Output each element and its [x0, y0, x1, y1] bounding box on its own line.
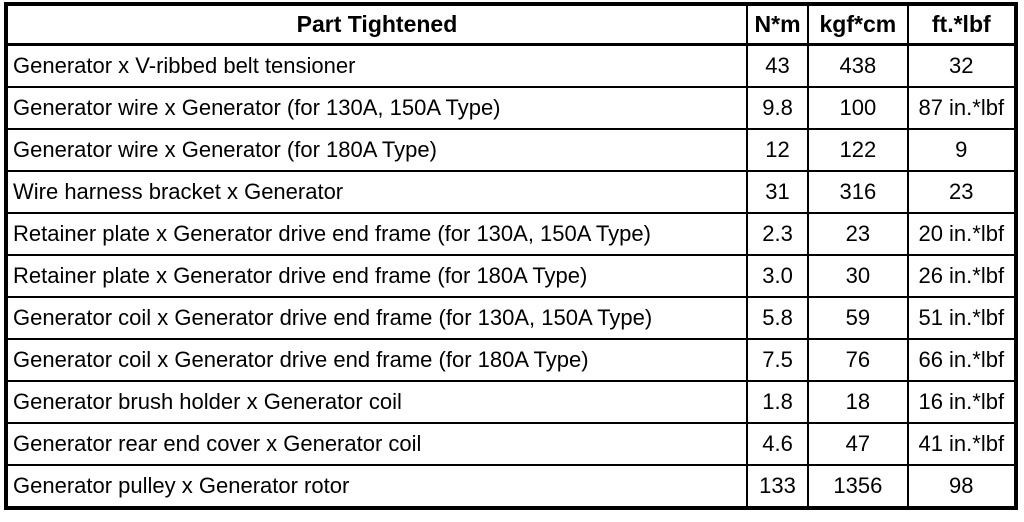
cell-ftlbf: 20 in.*lbf [906, 212, 1018, 256]
torque-spec-table: Part Tightened N*m kgf*cm ft.*lbf Genera… [4, 2, 1018, 510]
cell-ftlbf: 23 [906, 170, 1018, 214]
cell-ftlbf: 32 [906, 43, 1018, 88]
cell-nm: 4.6 [745, 422, 810, 466]
cell-ftlbf: 51 in.*lbf [906, 296, 1018, 340]
cell-kgfcm: 100 [807, 86, 909, 130]
cell-kgfcm: 59 [807, 296, 909, 340]
cell-kgfcm: 122 [807, 128, 909, 172]
cell-ftlbf: 98 [906, 464, 1018, 509]
table-row: Retainer plate x Generator drive end fra… [5, 212, 1018, 256]
cell-kgfcm: 18 [807, 380, 909, 424]
table-row: Generator x V-ribbed belt tensioner 43 4… [5, 43, 1018, 88]
cell-part: Generator wire x Generator (for 180A Typ… [5, 128, 748, 172]
cell-kgfcm: 76 [807, 338, 909, 382]
cell-part: Generator wire x Generator (for 130A, 15… [5, 86, 748, 130]
cell-nm: 3.0 [745, 254, 810, 298]
cell-ftlbf: 87 in.*lbf [906, 86, 1018, 130]
cell-kgfcm: 30 [807, 254, 909, 298]
table-row: Generator brush holder x Generator coil … [5, 380, 1018, 424]
cell-nm: 9.8 [745, 86, 810, 130]
cell-kgfcm: 47 [807, 422, 909, 466]
cell-part: Generator pulley x Generator rotor [5, 464, 748, 509]
cell-part: Retainer plate x Generator drive end fra… [5, 212, 748, 256]
cell-ftlbf: 16 in.*lbf [906, 380, 1018, 424]
cell-part: Generator coil x Generator drive end fra… [5, 296, 748, 340]
table-row: Generator rear end cover x Generator coi… [5, 422, 1018, 466]
col-header-ftlbf: ft.*lbf [906, 3, 1018, 46]
cell-kgfcm: 1356 [807, 464, 909, 509]
col-header-nm: N*m [745, 3, 810, 46]
table-row: Generator wire x Generator (for 130A, 15… [5, 86, 1018, 130]
cell-kgfcm: 316 [807, 170, 909, 214]
table-row: Generator wire x Generator (for 180A Typ… [5, 128, 1018, 172]
table-row: Generator coil x Generator drive end fra… [5, 296, 1018, 340]
table-row: Wire harness bracket x Generator 31 316 … [5, 170, 1018, 214]
cell-ftlbf: 41 in.*lbf [906, 422, 1018, 466]
cell-ftlbf: 66 in.*lbf [906, 338, 1018, 382]
table-row: Retainer plate x Generator drive end fra… [5, 254, 1018, 298]
cell-kgfcm: 438 [807, 43, 909, 88]
cell-nm: 12 [745, 128, 810, 172]
cell-nm: 133 [745, 464, 810, 509]
cell-nm: 7.5 [745, 338, 810, 382]
cell-nm: 1.8 [745, 380, 810, 424]
col-header-part-tightened: Part Tightened [5, 3, 748, 46]
cell-part: Generator brush holder x Generator coil [5, 380, 748, 424]
col-header-kgfcm: kgf*cm [807, 3, 909, 46]
cell-kgfcm: 23 [807, 212, 909, 256]
cell-ftlbf: 26 in.*lbf [906, 254, 1018, 298]
cell-nm: 31 [745, 170, 810, 214]
cell-nm: 2.3 [745, 212, 810, 256]
table-row: Generator pulley x Generator rotor 133 1… [5, 464, 1018, 509]
cell-part: Generator coil x Generator drive end fra… [5, 338, 748, 382]
cell-nm: 5.8 [745, 296, 810, 340]
cell-ftlbf: 9 [906, 128, 1018, 172]
cell-part: Retainer plate x Generator drive end fra… [5, 254, 748, 298]
cell-nm: 43 [745, 43, 810, 88]
cell-part: Generator rear end cover x Generator coi… [5, 422, 748, 466]
cell-part: Generator x V-ribbed belt tensioner [5, 43, 748, 88]
table-row: Generator coil x Generator drive end fra… [5, 338, 1018, 382]
header-row: Part Tightened N*m kgf*cm ft.*lbf [5, 3, 1018, 46]
cell-part: Wire harness bracket x Generator [5, 170, 748, 214]
